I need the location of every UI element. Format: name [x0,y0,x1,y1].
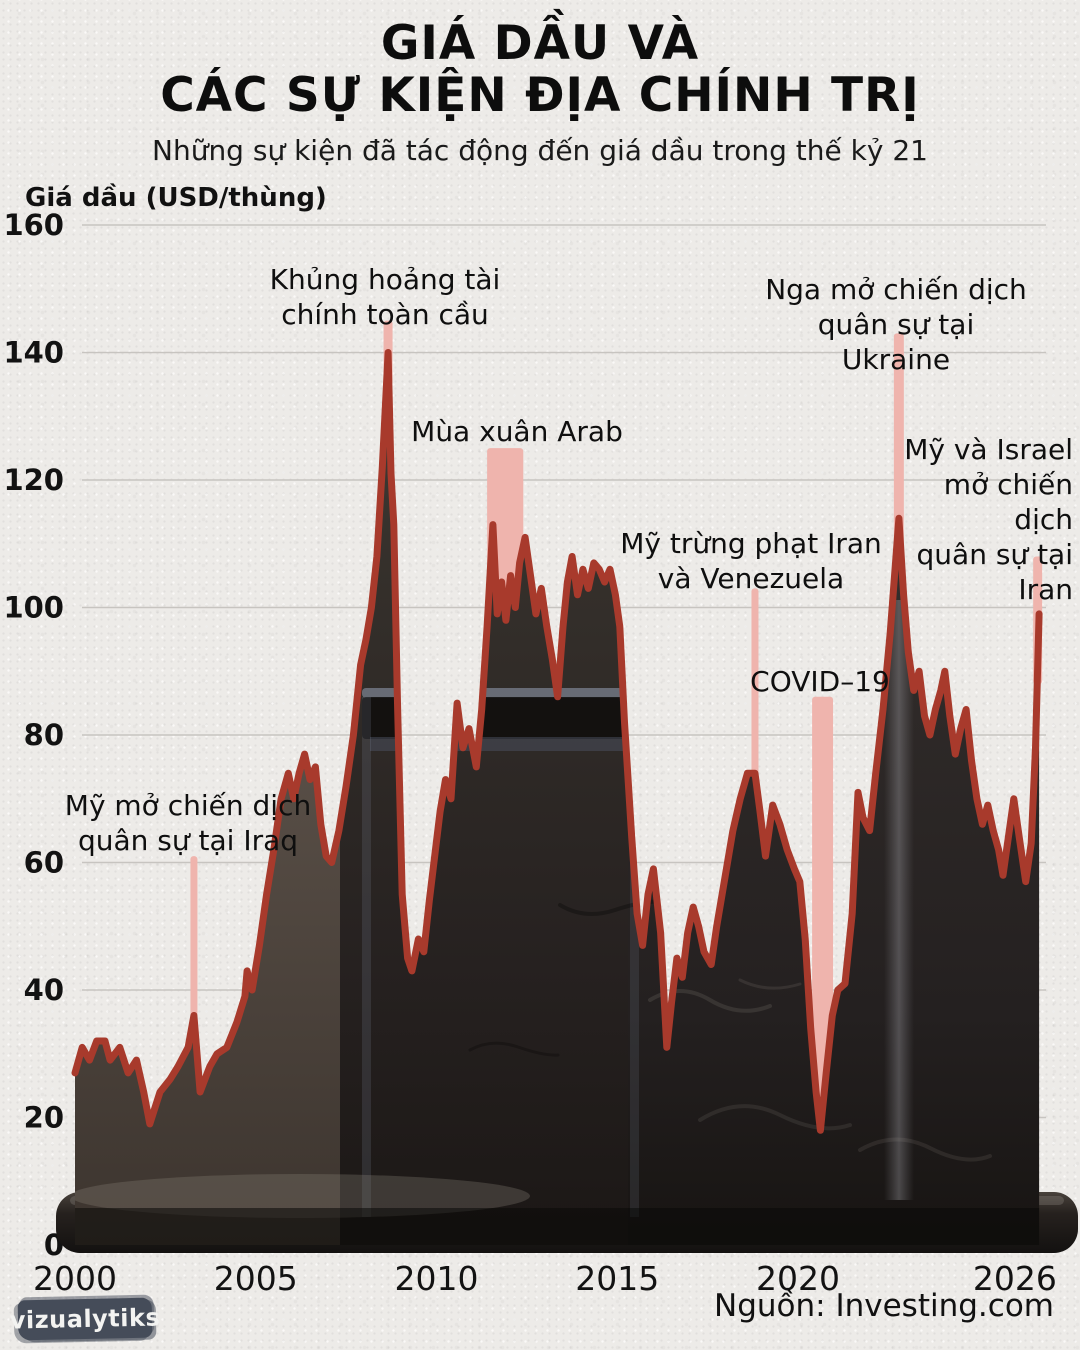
page-title-line1: GIÁ DẦU VÀ [380,16,700,71]
annotation-global-financial-crisis: Khủng hoảng tài chính toàn cầu [269,263,501,331]
annotation-us-sanctions-iran-venezuela: Mỹ trừng phạt Iran và Venezuela [620,527,882,595]
svg-text:60: 60 [24,846,64,880]
logo-text: vizualytiks [9,1303,161,1335]
annotation-arab-spring: Mùa xuân Arab [411,415,623,448]
y-axis-title: Giá dầu (USD/thùng) [25,183,327,213]
svg-text:2005: 2005 [214,1259,298,1298]
page-title-line2: CÁC SỰ KIỆN ĐỊA CHÍNH TRỊ [160,68,920,123]
svg-text:20: 20 [24,1101,64,1135]
svg-text:2010: 2010 [395,1259,479,1298]
annotation-iraq-war: Mỹ mở chiến dịch quân sự tại Iraq [64,789,312,857]
svg-text:80: 80 [24,718,64,752]
svg-text:100: 100 [3,591,64,625]
svg-text:120: 120 [3,463,64,497]
svg-text:140: 140 [3,336,64,370]
header: GIÁ DẦU VÀ CÁC SỰ KIỆN ĐỊA CHÍNH TRỊ Nhữ… [0,16,1080,168]
source-credit: Nguồn: Investing.com [714,1288,1054,1324]
svg-text:2015: 2015 [575,1259,659,1298]
annotation-russia-ukraine-war: Nga mở chiến dịch quân sự tại Ukraine [765,273,1027,376]
oil-price-line [71,349,1043,1134]
x-axis-tick-labels: 2000 2005 2010 2015 2020 2026 [33,1259,1057,1298]
svg-text:2026: 2026 [973,1259,1057,1298]
svg-text:2020: 2020 [756,1259,840,1298]
svg-text:160: 160 [3,208,64,242]
svg-text:40: 40 [24,973,64,1007]
annotation-us-israel-iran-strikes: Mỹ và Israel mở chiến dịch quân sự tại I… [904,433,1073,606]
svg-text:2000: 2000 [33,1259,117,1298]
vizualytiks-logo: vizualytiks [10,1297,160,1341]
page-subtitle: Những sự kiện đã tác động đến giá dầu tr… [152,134,928,167]
annotation-covid-19: COVID–19 [750,665,890,698]
